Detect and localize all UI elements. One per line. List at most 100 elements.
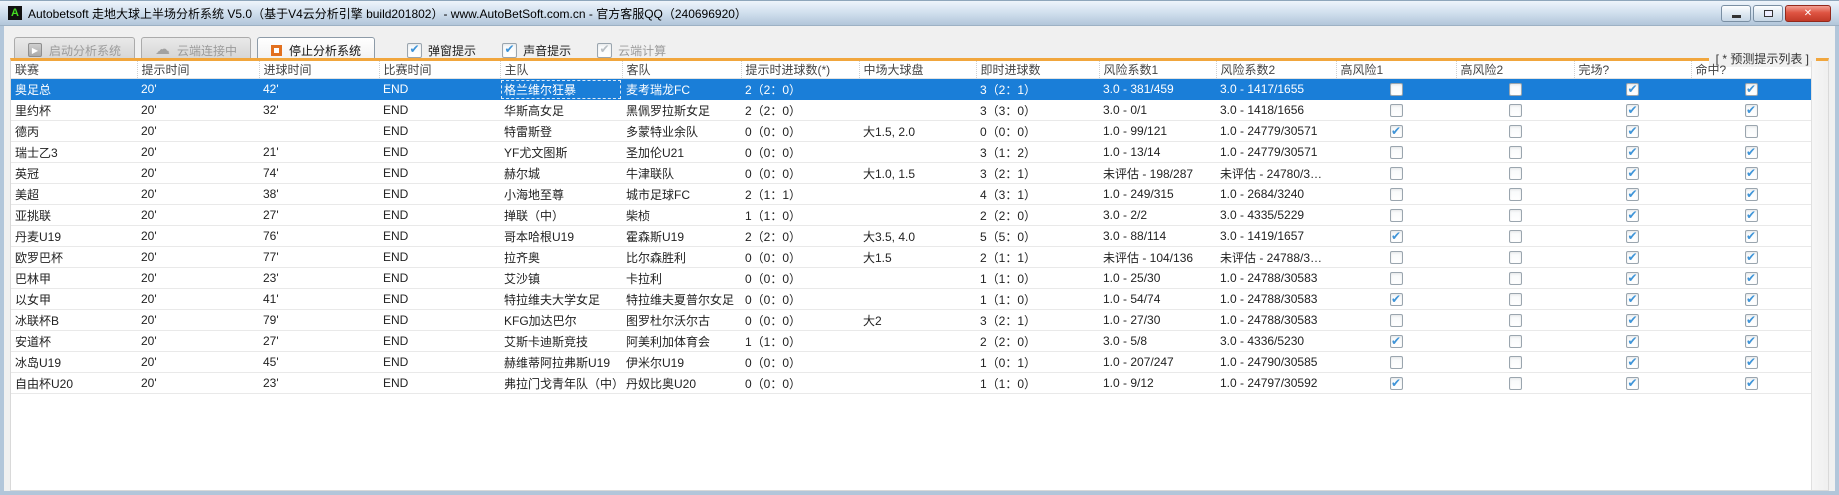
table-row[interactable]: 以女甲 20' 41' END 特拉维夫大学女足 特拉维夫夏普尔女足 0（0：0） 1（1：0… — [11, 288, 1811, 310]
highrisk2-checkbox[interactable] — [1508, 104, 1522, 118]
hit-checkbox[interactable] — [1744, 355, 1758, 370]
finished-checkbox[interactable] — [1626, 124, 1639, 139]
finished-checkbox[interactable] — [1626, 82, 1639, 97]
finished-checkbox[interactable] — [1626, 145, 1639, 160]
hit-checkbox[interactable] — [1744, 250, 1758, 265]
highrisk1-checkbox[interactable] — [1389, 209, 1403, 223]
hit-checkbox[interactable] — [1744, 292, 1758, 307]
highrisk1-checkbox[interactable] — [1389, 292, 1403, 307]
highrisk2-checkbox[interactable] — [1508, 188, 1522, 202]
highrisk1-checkbox[interactable] — [1389, 334, 1403, 349]
col-header-tip_time[interactable]: 提示时间 — [136, 61, 259, 79]
table-row[interactable]: 奥足总 20' 42' END 格兰维尔狂暴 麦考瑞龙FC 2（2：0） 3（2：1） 3.0 … — [11, 78, 1811, 100]
highrisk1-checkbox[interactable] — [1389, 104, 1403, 118]
highrisk2-checkbox[interactable] — [1508, 209, 1522, 223]
highrisk1-checkbox[interactable] — [1389, 167, 1403, 181]
table-row[interactable]: 丹麦U19 20' 76' END 哥本哈根U19 霍森斯U19 2（2：0） 大3.5, 4… — [11, 225, 1811, 247]
finished-checkbox[interactable] — [1626, 292, 1639, 307]
table-row[interactable]: 里约杯 20' 32' END 华斯高女足 黑佩罗拉斯女足 2（2：0） 3（3：0） 3.0 … — [11, 99, 1811, 121]
maximize-button[interactable] — [1753, 4, 1783, 22]
highrisk2-checkbox[interactable] — [1508, 230, 1522, 244]
highrisk2-checkbox[interactable] — [1508, 356, 1522, 370]
highrisk1-checkbox[interactable] — [1389, 146, 1403, 160]
col-header-goal_time[interactable]: 进球时间 — [258, 61, 379, 79]
col-header-live_goals[interactable]: 即时进球数 — [975, 61, 1099, 79]
highrisk1-checkbox[interactable] — [1389, 314, 1403, 328]
col-header-finished[interactable]: 完场? — [1573, 61, 1691, 79]
finished-checkbox[interactable] — [1626, 376, 1639, 391]
cell-risk2: 1.0 - 24788/30583 — [1216, 309, 1336, 331]
highrisk2-checkbox[interactable] — [1508, 167, 1522, 181]
hit-checkbox[interactable] — [1744, 82, 1758, 97]
col-header-risk1[interactable]: 风险系数1 — [1098, 61, 1216, 79]
table-row[interactable]: 欧罗巴杯 20' 77' END 拉齐奥 比尔森胜利 0（0：0） 大1.5 2（1：1） 未评估… — [11, 246, 1811, 268]
table-row[interactable]: 德丙 20' END 特雷斯登 多蒙特业余队 0（0：0） 大1.5, 2.0 0（0：0） 1… — [11, 120, 1811, 142]
highrisk2-checkbox[interactable] — [1508, 377, 1522, 391]
highrisk2-checkbox[interactable] — [1508, 293, 1522, 307]
highrisk2-checkbox[interactable] — [1508, 335, 1522, 349]
table-row[interactable]: 巴林甲 20' 23' END 艾沙镇 卡拉利 0（0：0） 1（1：0） 1.0 - 25/3… — [11, 267, 1811, 289]
table-row[interactable]: 自由杯U20 20' 23' END 弗拉门戈青年队（中） 丹奴比奥U20 0（0：0） 1（… — [11, 372, 1811, 394]
highrisk2-checkbox[interactable] — [1508, 272, 1522, 286]
table-row[interactable]: 美超 20' 38' END 小海地至尊 城市足球FC 2（1：1） 4（3：1） 1.0 - … — [11, 183, 1811, 205]
finished-checkbox[interactable] — [1626, 187, 1639, 202]
cell-live_goals: 4（3：1） — [976, 183, 1099, 205]
highrisk2-checkbox[interactable] — [1508, 83, 1522, 97]
hit-checkbox[interactable] — [1744, 376, 1758, 391]
highrisk2-checkbox[interactable] — [1508, 146, 1522, 160]
vertical-scrollbar[interactable] — [1811, 61, 1828, 490]
highrisk2-checkbox[interactable] — [1508, 314, 1522, 328]
hit-checkbox[interactable] — [1744, 208, 1758, 223]
highrisk1-checkbox[interactable] — [1389, 251, 1403, 265]
highrisk2-checkbox[interactable] — [1508, 125, 1522, 139]
col-header-risk2[interactable]: 风险系数2 — [1215, 61, 1336, 79]
highrisk1-checkbox[interactable] — [1389, 356, 1403, 370]
finished-checkbox[interactable] — [1626, 208, 1639, 223]
col-header-half_ou[interactable]: 中场大球盘 — [858, 61, 976, 79]
finished-checkbox[interactable] — [1626, 229, 1639, 244]
finished-checkbox[interactable] — [1626, 103, 1639, 118]
hit-checkbox[interactable] — [1744, 271, 1758, 286]
highrisk1-checkbox[interactable] — [1389, 272, 1403, 286]
col-header-highrisk2[interactable]: 高风险2 — [1455, 61, 1574, 79]
hit-checkbox[interactable] — [1744, 187, 1758, 202]
table-row[interactable]: 亚挑联 20' 27' END 掸联（中） 柴桢 1（1：0） 2（2：0） 3.0 - 2/2… — [11, 204, 1811, 226]
col-header-home[interactable]: 主队 — [499, 61, 622, 79]
highrisk1-checkbox[interactable] — [1389, 83, 1403, 97]
hit-checkbox[interactable] — [1744, 103, 1758, 118]
col-header-match_time[interactable]: 比赛时间 — [378, 61, 500, 79]
table-row[interactable]: 冰联杯B 20' 79' END KFG加达巴尔 图罗杜尔沃尔古 0（0：0） 大2 3（2：1… — [11, 309, 1811, 331]
hit-checkbox[interactable] — [1744, 145, 1758, 160]
close-button[interactable]: ✕ — [1785, 4, 1831, 22]
col-header-away[interactable]: 客队 — [621, 61, 741, 79]
table-row[interactable]: 英冠 20' 74' END 赫尔城 牛津联队 0（0：0） 大1.0, 1.5 3（2：1）未… — [11, 162, 1811, 184]
finished-checkbox[interactable] — [1626, 250, 1639, 265]
col-header-hit[interactable]: 命中? — [1690, 61, 1811, 79]
highrisk1-checkbox[interactable] — [1389, 229, 1403, 244]
minimize-button[interactable] — [1721, 4, 1751, 22]
highrisk1-checkbox[interactable] — [1389, 188, 1403, 202]
table-row[interactable]: 瑞士乙3 20' 21' END YF尤文图斯 圣加伦U21 0（0：0） 3（1：2） 1.0… — [11, 141, 1811, 163]
highrisk1-checkbox[interactable] — [1389, 376, 1403, 391]
hit-checkbox[interactable] — [1744, 334, 1758, 349]
finished-checkbox[interactable] — [1626, 355, 1639, 370]
stop-analysis-button[interactable]: 停止分析系统 — [257, 36, 376, 64]
highrisk2-checkbox[interactable] — [1508, 251, 1522, 265]
finished-checkbox[interactable] — [1626, 166, 1639, 181]
hit-checkbox[interactable] — [1744, 229, 1758, 244]
finished-checkbox[interactable] — [1626, 313, 1639, 328]
hit-checkbox[interactable] — [1744, 125, 1758, 139]
finished-checkbox[interactable] — [1626, 334, 1639, 349]
hit-checkbox[interactable] — [1744, 313, 1758, 328]
sound-alert-checkbox[interactable] — [502, 42, 518, 58]
col-header-tip_goals[interactable]: 提示时进球数(*) — [740, 61, 859, 79]
finished-checkbox[interactable] — [1626, 271, 1639, 286]
col-header-league[interactable]: 联赛 — [11, 61, 137, 79]
popup-alert-checkbox[interactable] — [407, 42, 423, 58]
table-row[interactable]: 冰岛U19 20' 45' END 赫维蒂阿拉弗斯U19 伊米尔U19 0（0：0） 1（0：… — [11, 351, 1811, 373]
hit-checkbox[interactable] — [1744, 166, 1758, 181]
table-row[interactable]: 安道杯 20' 27' END 艾斯卡迪斯竞技 阿美利加体育会 1（1：0） 2（2：0） 3.… — [11, 330, 1811, 352]
col-header-highrisk1[interactable]: 高风险1 — [1335, 61, 1456, 79]
highrisk1-checkbox[interactable] — [1389, 124, 1403, 139]
stop-analysis-label: 停止分析系统 — [289, 43, 362, 58]
